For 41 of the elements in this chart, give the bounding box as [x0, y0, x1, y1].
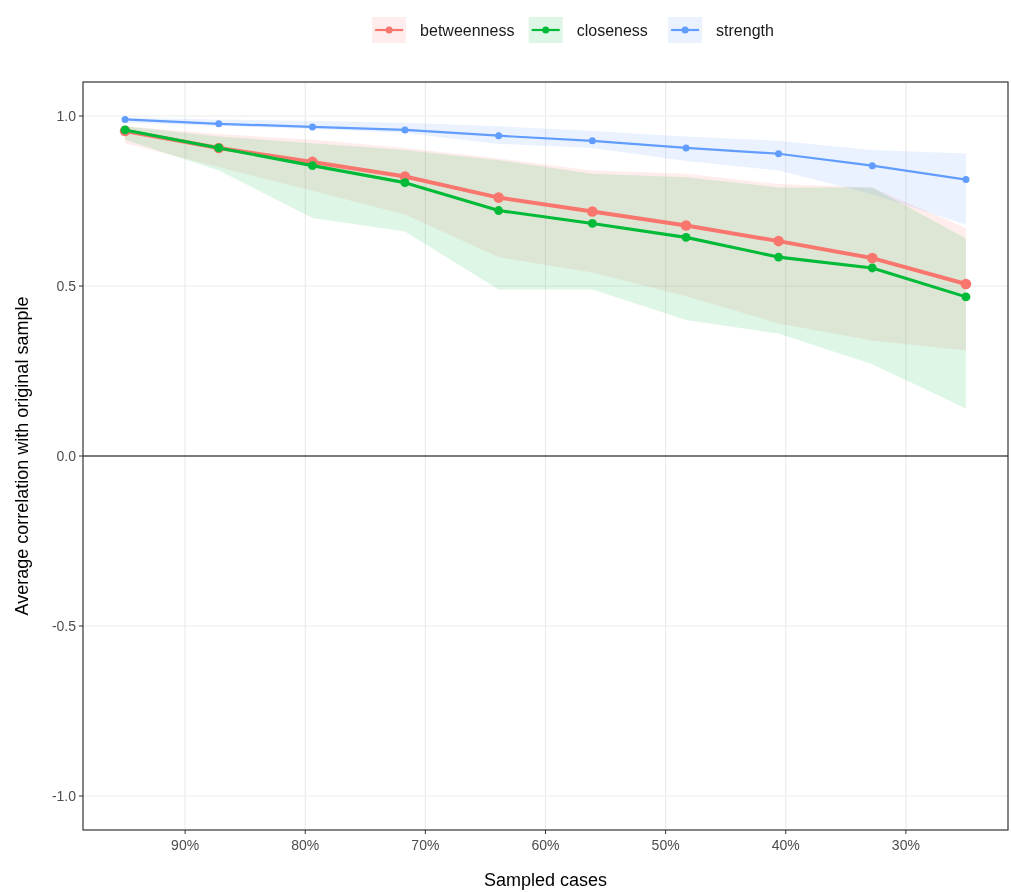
legend-label: strength	[716, 21, 774, 39]
point	[215, 120, 223, 128]
x-tick-label: 80%	[291, 837, 320, 853]
point	[866, 252, 878, 264]
point	[401, 126, 409, 134]
x-axis-title: Sampled cases	[483, 870, 608, 890]
x-tick-label: 70%	[411, 837, 440, 853]
point	[960, 278, 972, 290]
point	[962, 176, 970, 184]
point	[681, 232, 691, 242]
point	[495, 132, 503, 140]
point	[308, 161, 317, 171]
point	[868, 162, 876, 170]
y-tick-label: 1.0	[56, 107, 77, 124]
point	[775, 150, 783, 158]
point	[867, 263, 877, 273]
point	[773, 235, 784, 247]
x-tick-label: 90%	[171, 837, 200, 853]
point	[121, 115, 129, 123]
y-tick-label: -0.5	[51, 617, 77, 634]
y-axis-title: Average correlation with original sample	[12, 296, 32, 616]
point	[680, 220, 692, 231]
point	[308, 123, 316, 131]
point	[494, 206, 504, 215]
point	[774, 252, 783, 262]
point	[682, 144, 690, 152]
x-tick-label: 40%	[771, 837, 800, 853]
legend-label: closeness	[576, 21, 648, 39]
point	[493, 192, 504, 203]
x-tick-label: 30%	[891, 837, 920, 853]
point	[588, 137, 596, 145]
point	[400, 178, 410, 188]
point	[961, 292, 971, 302]
x-tick-label: 50%	[651, 837, 680, 853]
x-tick-label: 60%	[531, 837, 560, 853]
y-tick-label: 0.0	[56, 447, 77, 464]
point	[587, 219, 597, 228]
point	[587, 206, 598, 217]
y-tick-label: 0.5	[56, 277, 77, 294]
legend-label: betweenness	[420, 21, 515, 39]
y-tick-label: -1.0	[51, 787, 77, 804]
